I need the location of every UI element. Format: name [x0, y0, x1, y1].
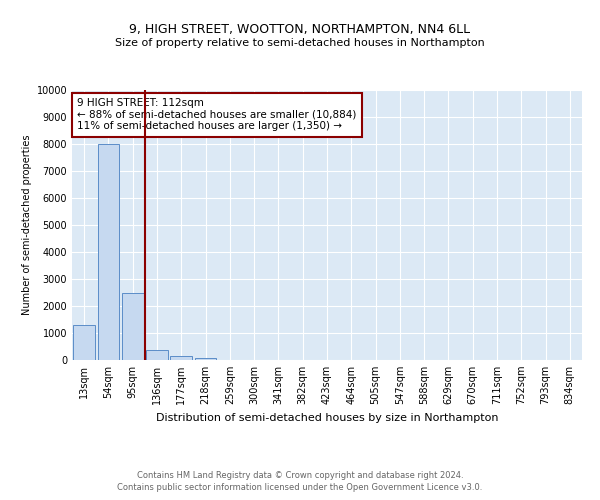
Text: Size of property relative to semi-detached houses in Northampton: Size of property relative to semi-detach…: [115, 38, 485, 48]
Text: 9, HIGH STREET, WOOTTON, NORTHAMPTON, NN4 6LL: 9, HIGH STREET, WOOTTON, NORTHAMPTON, NN…: [130, 22, 470, 36]
Bar: [122, 292, 143, 360]
Text: Contains public sector information licensed under the Open Government Licence v3: Contains public sector information licen…: [118, 484, 482, 492]
X-axis label: Distribution of semi-detached houses by size in Northampton: Distribution of semi-detached houses by …: [156, 412, 498, 422]
Text: 9 HIGH STREET: 112sqm
← 88% of semi-detached houses are smaller (10,884)
11% of : 9 HIGH STREET: 112sqm ← 88% of semi-deta…: [77, 98, 356, 132]
Text: Contains HM Land Registry data © Crown copyright and database right 2024.: Contains HM Land Registry data © Crown c…: [137, 471, 463, 480]
Bar: [146, 350, 168, 360]
Bar: [170, 356, 192, 360]
Bar: [194, 358, 217, 360]
Bar: [73, 325, 95, 360]
Bar: [97, 144, 119, 360]
Y-axis label: Number of semi-detached properties: Number of semi-detached properties: [22, 134, 32, 316]
